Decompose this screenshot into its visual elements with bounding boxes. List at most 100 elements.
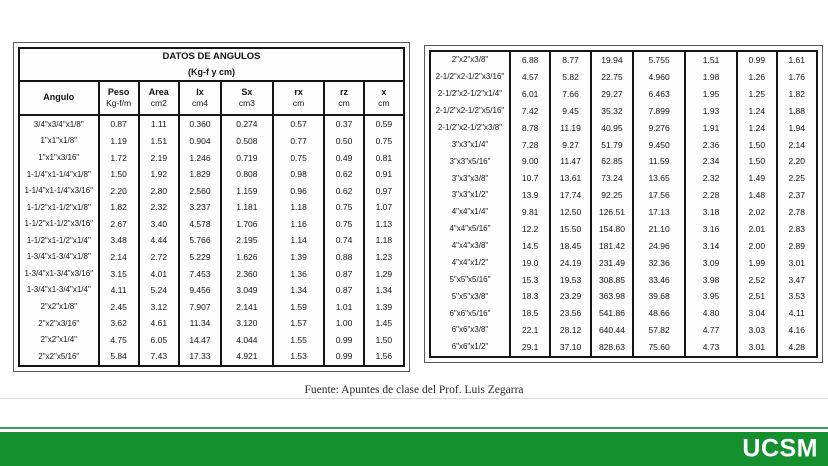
value-cell: 541.86 [589, 305, 634, 322]
value-cell: 1.24 [736, 119, 777, 137]
value-cell: 0.98 [271, 166, 325, 183]
angle-name-cell: 5"x5"x5/16" [449, 274, 491, 284]
value-cell: 1.07 [362, 199, 403, 216]
value-cell: 0.91 [362, 166, 403, 183]
footer-gap [0, 429, 828, 432]
value-cell: 1.51 [137, 133, 179, 150]
value-cell: 1.82 [97, 199, 139, 216]
value-cell: 1.34 [271, 282, 325, 299]
value-cell: 73.24 [589, 170, 634, 187]
value-cell: 14.47 [177, 331, 222, 349]
value-cell: 2.78 [775, 203, 816, 221]
angle-name-cell: 3"x3"x3/8" [451, 173, 489, 183]
value-cell: 0.50 [323, 133, 364, 150]
value-cell: 11.59 [632, 153, 686, 171]
value-cell: 1.94 [775, 119, 816, 137]
footer-green-band: UCSM [0, 432, 828, 466]
value-cell: 3.48 [97, 232, 139, 250]
value-cell: 11.19 [549, 119, 591, 137]
value-cell: 2.80 [137, 182, 179, 200]
value-cell: 0.96 [271, 182, 325, 200]
value-cell: 1.49 [736, 170, 777, 187]
value-cell: 7.66 [549, 85, 591, 103]
value-cell: 3.049 [220, 282, 273, 299]
table-subtitle: (Kg-f y cm) [20, 65, 403, 82]
value-cell: 32.36 [632, 254, 686, 272]
value-cell: 9.45 [549, 102, 591, 120]
value-cell: 1.48 [736, 187, 777, 204]
value-cell: 0.808 [220, 166, 273, 183]
value-cell: 37.10 [549, 338, 591, 356]
value-cell: 3.53 [775, 288, 816, 306]
value-cell: 1.11 [137, 115, 179, 134]
value-cell: 0.75 [323, 215, 364, 233]
angle-name-cell: 4"x4"x1/2" [451, 257, 489, 267]
column-header: x cm [362, 81, 403, 116]
value-cell: 1.57 [271, 315, 325, 332]
angles-table-right-frame: 2"x2"x3/8" 6.88 8.77 19.94 5.755 1.51 0.99 1.61… [429, 50, 818, 358]
value-cell: 9.00 [508, 153, 551, 171]
value-cell: 1.92 [137, 166, 179, 183]
angle-name-cell: 1"x1"x3/16" [38, 152, 80, 162]
angle-name-cell: 4"x4"x1/4" [451, 207, 489, 217]
value-cell: 17.74 [549, 187, 591, 204]
value-cell: 3.12 [137, 298, 179, 316]
value-cell: 7.899 [632, 102, 686, 120]
table-row: 4"x4"x5/16" 12.2 15.50 154.80 21.10 3.16 2.01 2… [431, 220, 816, 238]
table-row: 3"x3"x3/8" 10.7 13.61 73.24 13.65 2.32 1.49 2.2… [431, 170, 816, 187]
value-cell: 19.94 [589, 52, 634, 69]
value-cell: 4.11 [97, 282, 139, 299]
value-cell: 3.01 [736, 338, 777, 356]
angles-table-right-panel: 2"x2"x3/8" 6.88 8.77 19.94 5.755 1.51 0.99 1.61… [424, 45, 823, 363]
table-row: 6"x6"x3/8" 22.1 28.12 640.44 57.82 4.77 3.03 4.… [431, 322, 816, 339]
value-cell: 17.13 [632, 203, 686, 221]
column-header-row: Angulo Peso Kg-f/m Area cm2 Ix cm4 Sx cm3 rx cm rz c… [20, 81, 403, 116]
value-cell: 0.87 [323, 282, 364, 299]
table-row: 1"x1"x1/8" 1.19 1.51 0.904 0.508 0.77 0.50 0.75 [20, 133, 403, 150]
value-cell: 1.34 [362, 282, 403, 299]
value-cell: 2.560 [177, 182, 222, 200]
value-cell: 1.82 [775, 85, 816, 103]
value-cell: 1.29 [362, 265, 403, 283]
value-cell: 5.24 [137, 282, 179, 299]
value-cell: 7.42 [508, 102, 551, 120]
value-cell: 0.77 [271, 133, 325, 150]
value-cell: 1.159 [220, 182, 273, 200]
value-cell: 0.99 [323, 348, 364, 365]
value-cell: 7.907 [177, 298, 222, 316]
value-cell: 126.51 [589, 203, 634, 221]
value-cell: 3.40 [137, 215, 179, 233]
value-cell: 3.04 [736, 305, 777, 322]
value-cell: 17.56 [632, 187, 686, 204]
value-cell: 0.88 [323, 249, 364, 266]
angle-name-cell: 5"x5"x3/8" [451, 291, 489, 301]
column-header: Angulo [20, 81, 99, 116]
value-cell: 9.456 [177, 282, 222, 299]
table-row: 2-1/2"x2-1/2"x1/4" 6.01 7.66 29.27 6.463 1.95… [431, 85, 816, 103]
value-cell: 0.360 [177, 115, 222, 134]
value-cell: 13.61 [549, 170, 591, 187]
value-cell: 2.02 [736, 203, 777, 221]
value-cell: 3.18 [684, 203, 738, 221]
value-cell: 0.62 [323, 182, 364, 200]
value-cell: 1.13 [362, 215, 403, 233]
value-cell: 4.01 [137, 265, 179, 283]
table-row: 3/4"x3/4"x1/8" 0.87 1.11 0.360 0.274 0.57 0.37… [20, 115, 403, 134]
value-cell: 1.39 [362, 298, 403, 316]
table-row: 2"x2"x1/4" 4.75 6.05 14.47 4.044 1.55 0.99 1.50 [20, 331, 403, 349]
value-cell: 308.85 [589, 271, 634, 289]
value-cell: 62.85 [589, 153, 634, 171]
value-cell: 0.508 [220, 133, 273, 150]
value-cell: 13.65 [632, 170, 686, 187]
table-row: 6"x6"x1/2" 29.1 37.10 828.63 75.60 4.73 3.01 4.… [431, 338, 816, 356]
table-title-row: DATOS DE ANGULOS [20, 49, 403, 65]
table-row: 1-1/4"x1-1/4"x1/8" 1.50 1.92 1.829 0.808 0.98… [20, 166, 403, 183]
value-cell: 1.88 [775, 102, 816, 120]
value-cell: 181.42 [589, 237, 634, 255]
value-cell: 9.27 [549, 136, 591, 154]
value-cell: 363.98 [589, 288, 634, 306]
value-cell: 3.120 [220, 315, 273, 332]
value-cell: 22.1 [508, 322, 551, 339]
value-cell: 4.960 [632, 68, 686, 86]
value-cell: 1.98 [684, 68, 738, 86]
